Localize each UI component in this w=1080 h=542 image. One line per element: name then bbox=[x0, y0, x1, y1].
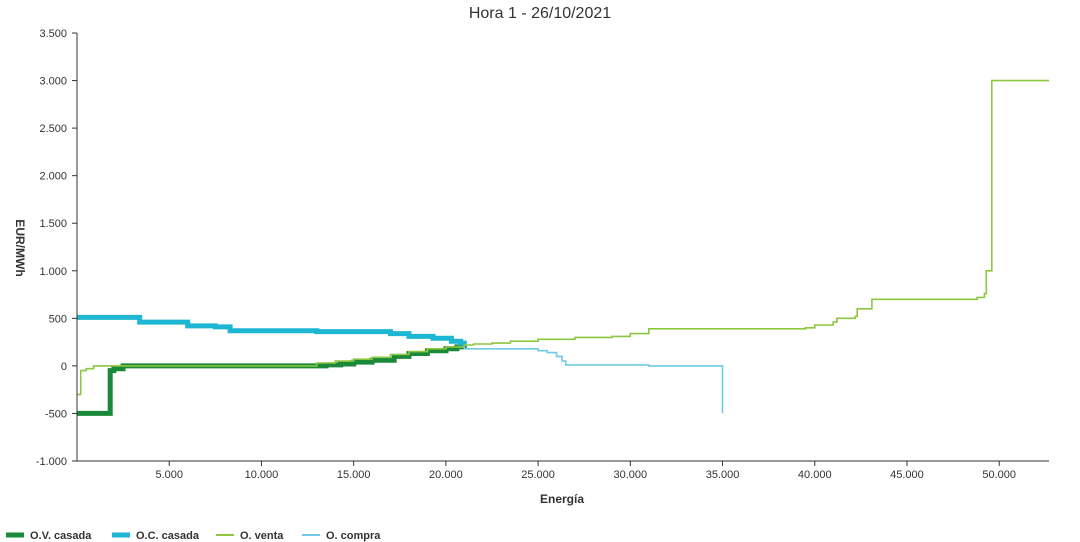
y-tick-label: -500 bbox=[45, 408, 67, 420]
y-tick-label: 500 bbox=[49, 313, 67, 325]
x-tick-label: 5.000 bbox=[155, 469, 183, 481]
legend-label: O. venta bbox=[240, 530, 284, 542]
x-tick-label: 25.000 bbox=[521, 469, 555, 481]
x-tick-label: 40.000 bbox=[798, 469, 832, 481]
y-tick-label: 3.500 bbox=[39, 28, 67, 40]
legend-item-o-venta[interactable]: O. venta bbox=[216, 530, 284, 542]
x-axis-ticks: 5.000 10.000 15.000 20.000 25.000 30.000 35.00… bbox=[155, 461, 1016, 481]
chart-title: Hora 1 - 26/10/2021 bbox=[469, 5, 611, 22]
legend-item-o-c-casada[interactable]: O.C. casada bbox=[112, 530, 200, 542]
y-tick-label: 2.000 bbox=[39, 171, 67, 183]
x-tick-label: 20.000 bbox=[429, 469, 463, 481]
series-line-o-venta bbox=[77, 79, 1049, 396]
series-layer bbox=[77, 79, 1049, 416]
x-tick-label: 45.000 bbox=[890, 469, 924, 481]
x-axis-title: Energía bbox=[540, 492, 584, 506]
x-tick-label: 30.000 bbox=[613, 469, 647, 481]
y-tick-label: 0 bbox=[61, 361, 67, 373]
x-tick-label: 15.000 bbox=[337, 469, 371, 481]
x-tick-label: 35.000 bbox=[706, 469, 740, 481]
series-line-o-v-casada bbox=[77, 344, 467, 416]
x-tick-label: 50.000 bbox=[982, 469, 1016, 481]
y-axis-title: EUR/MWh bbox=[13, 219, 27, 276]
series-line-o-c-casada bbox=[77, 314, 467, 346]
legend-item-o-v-casada[interactable]: O.V. casada bbox=[6, 530, 92, 542]
legend: O.V. casada O.C. casada O. venta O. compra bbox=[6, 530, 381, 542]
y-tick-label: 1.500 bbox=[39, 218, 67, 230]
y-axis-ticks: -1.000 -500 0 500 1.000 1.500 2.000 2.500 3.000 3… bbox=[36, 28, 77, 468]
legend-label: O.C. casada bbox=[136, 530, 200, 542]
x-tick-label: 10.000 bbox=[245, 469, 279, 481]
y-tick-label: 3.000 bbox=[39, 76, 67, 88]
y-tick-label: 2.500 bbox=[39, 123, 67, 135]
y-tick-label: -1.000 bbox=[36, 456, 67, 468]
series-line-o-compra bbox=[463, 345, 724, 414]
legend-label: O. compra bbox=[326, 530, 381, 542]
y-tick-label: 1.000 bbox=[39, 266, 67, 278]
legend-label: O.V. casada bbox=[30, 530, 92, 542]
legend-item-o-compra[interactable]: O. compra bbox=[302, 530, 381, 542]
